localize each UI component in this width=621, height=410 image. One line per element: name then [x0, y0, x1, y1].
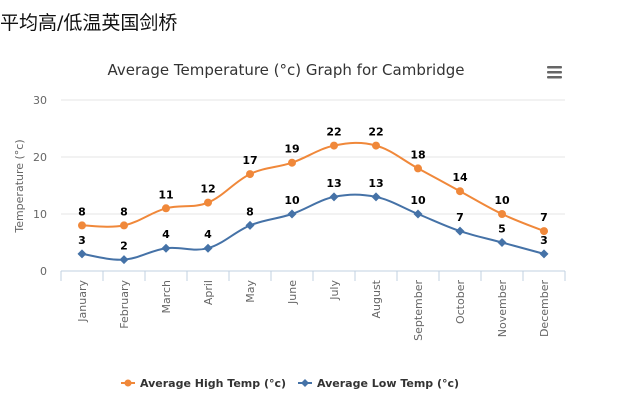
data-label: 14 — [452, 171, 468, 184]
x-tick-label: May — [244, 280, 257, 303]
x-tick-label: August — [370, 279, 383, 318]
data-point-high[interactable] — [498, 210, 506, 218]
data-label: 4 — [204, 228, 212, 241]
data-point-high[interactable] — [78, 221, 86, 230]
legend-marker — [124, 379, 132, 387]
data-label: 5 — [498, 223, 506, 236]
data-point-low[interactable] — [119, 255, 129, 265]
x-tick-label: July — [328, 280, 341, 301]
data-point-high[interactable] — [246, 170, 254, 179]
x-tick-label: March — [160, 280, 173, 314]
data-label: 10 — [494, 194, 510, 207]
legend-item-high[interactable]: Average High Temp (°c) — [121, 377, 286, 390]
y-tick-label: 10 — [33, 208, 47, 221]
data-label: 17 — [242, 154, 257, 167]
legend-label: Average Low Temp (°c) — [317, 377, 459, 390]
data-label: 19 — [284, 143, 299, 156]
data-label: 10 — [410, 194, 426, 207]
series-line-high — [81, 141, 545, 233]
menu-button[interactable] — [544, 62, 566, 80]
series-layer — [77, 141, 549, 265]
data-point-low[interactable] — [497, 238, 507, 247]
data-point-high[interactable] — [330, 141, 338, 150]
data-point-low[interactable] — [287, 209, 297, 219]
data-point-high[interactable] — [162, 204, 170, 213]
data-label: 2 — [120, 240, 128, 253]
data-point-high[interactable] — [288, 158, 296, 167]
data-label: 7 — [540, 211, 548, 224]
data-point-low[interactable] — [371, 192, 381, 202]
data-label: 13 — [368, 177, 383, 190]
data-point-low[interactable] — [455, 226, 465, 236]
grid-lines — [61, 99, 565, 215]
data-point-low[interactable] — [77, 249, 87, 259]
data-label: 18 — [410, 148, 425, 161]
x-tick-label: April — [202, 280, 215, 305]
y-tick-label: 0 — [40, 265, 47, 278]
legend-marker — [301, 379, 309, 387]
data-point-low[interactable] — [329, 192, 339, 202]
data-point-high[interactable] — [120, 221, 128, 230]
data-point-low[interactable] — [161, 243, 171, 253]
data-point-high[interactable] — [204, 198, 212, 207]
data-point-low[interactable] — [203, 243, 213, 253]
data-label: 8 — [78, 205, 86, 218]
data-label: 3 — [540, 234, 548, 247]
data-point-low[interactable] — [413, 209, 423, 219]
y-tick-label: 30 — [33, 94, 47, 107]
x-tick-label: November — [496, 280, 509, 338]
data-labels: 8 8 11 12 17 19 22 22 18 14 10 7 3 2 4 4 8 10 13 13 10 7 5 3 — [78, 126, 548, 253]
data-label: 7 — [456, 211, 464, 224]
x-tick-label: June — [286, 280, 299, 305]
data-point-low[interactable] — [539, 249, 549, 259]
data-point-high[interactable] — [372, 141, 380, 150]
data-label: 8 — [120, 205, 128, 218]
x-tick-label: December — [538, 280, 551, 338]
data-point-high[interactable] — [414, 164, 422, 173]
series-line-low — [81, 193, 545, 261]
data-label: 3 — [78, 234, 86, 247]
chart-title: Average Temperature (°c) Graph for Cambr… — [108, 61, 465, 79]
x-tick-label: January — [76, 280, 89, 323]
data-label: 12 — [200, 183, 215, 196]
data-label: 8 — [246, 205, 254, 218]
legend-item-low[interactable]: Average Low Temp (°c) — [298, 377, 459, 390]
data-label: 10 — [284, 194, 300, 207]
data-point-high[interactable] — [456, 187, 464, 196]
x-tick-label: October — [454, 280, 467, 324]
x-tick-label: February — [118, 280, 131, 329]
data-label: 22 — [326, 126, 341, 139]
hamburger-menu-icon — [547, 66, 562, 79]
page-heading: 平均高/低温英国剑桥 — [0, 12, 178, 34]
legend: Average High Temp (°c) Average Low Temp (… — [121, 377, 459, 390]
data-label: 13 — [326, 177, 341, 190]
y-tick-label: 20 — [33, 151, 47, 164]
data-label: 4 — [162, 228, 170, 241]
data-label: 11 — [158, 188, 173, 201]
y-axis-ticks: 0 10 20 30 — [33, 94, 47, 278]
x-tick-label: September — [412, 280, 425, 341]
data-point-high[interactable] — [540, 227, 548, 236]
y-axis-title: Temperature (°c) — [13, 139, 26, 233]
legend-label: Average High Temp (°c) — [140, 377, 286, 390]
data-point-low[interactable] — [245, 220, 255, 230]
x-axis: January February March April May June July Augu… — [60, 270, 566, 341]
data-label: 22 — [368, 126, 383, 139]
